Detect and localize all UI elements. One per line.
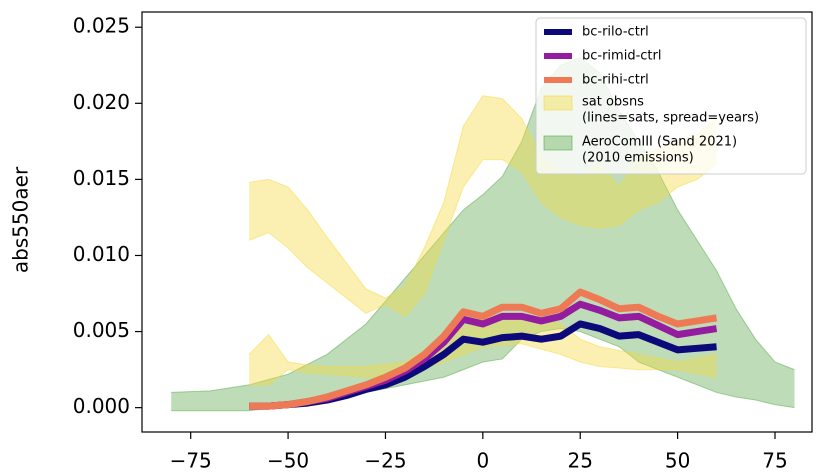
y-tick-label: 0.005 [73,318,130,342]
y-tick-label: 0.000 [73,394,130,418]
y-tick-label: 0.015 [73,166,130,190]
legend-swatch [543,135,573,151]
legend: bc-rilo-ctrl bc-rimid-ctrl bc-rihi-ctrl sat… [535,17,807,175]
legend-label: bc-rihi-ctrl [582,73,649,88]
x-tick-label: 0 [476,449,489,473]
x-tick-label: 75 [762,449,787,473]
x-tick-label: 50 [665,449,690,473]
legend-label: (lines=sats, spread=years) [582,111,759,126]
y-tick-label: 0.025 [73,14,130,38]
band-edge [248,159,717,318]
band-edge [249,343,717,386]
legend-label: sat obsns [582,95,644,110]
x-tick-label: 25 [568,449,593,473]
band-edge [248,312,717,368]
legend-label: bc-rimid-ctrl [582,49,661,64]
x-tick-label: −50 [267,449,309,473]
y-axis-label: abs550aer [9,166,33,273]
y-tick-label: 0.010 [73,242,130,266]
line [249,288,718,410]
axes-frame [141,11,813,433]
legend-swatch [543,95,573,111]
band-fill [249,95,717,317]
x-tick-label: −75 [170,449,212,473]
y-tick-label: 0.020 [73,90,130,114]
legend-label: (2010 emissions) [582,151,694,166]
legend-label: bc-rilo-ctrl [582,25,649,40]
x-tick-label: −25 [364,449,406,473]
legend-box [535,17,807,175]
legend-label: AeroComIII (Sand 2021) [582,135,737,150]
